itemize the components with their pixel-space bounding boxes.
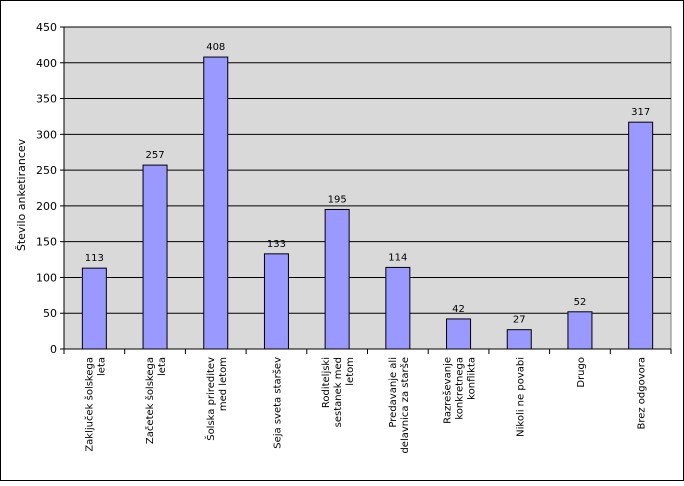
data-label: 257: [146, 150, 165, 161]
x-tick-label: Brez odgovora: [637, 357, 648, 430]
bar: [263, 253, 289, 350]
y-tick-label: 400: [36, 57, 57, 70]
y-tick-label: 350: [36, 93, 57, 106]
y-tick-label: 200: [36, 200, 57, 213]
y-tick-label: 250: [36, 164, 57, 177]
data-label: 317: [631, 107, 650, 118]
y-axis-label: Število anketirancev: [15, 138, 28, 251]
bar: [142, 164, 168, 350]
x-tick-label: Nikoli ne povabi: [515, 357, 526, 437]
data-label: 52: [574, 297, 587, 308]
x-tick-label: Roditeljskisestanek medletom: [321, 357, 356, 427]
y-tick-label: 450: [36, 21, 57, 34]
data-label: 27: [513, 315, 526, 326]
x-tick-label: Predavanje alidelavnica za starše: [388, 357, 411, 454]
y-tick-label: 100: [36, 271, 57, 284]
bar: [567, 311, 593, 350]
data-label: 113: [85, 253, 104, 264]
bar: [506, 329, 532, 350]
y-tick-label: 0: [50, 343, 57, 356]
data-label: 133: [267, 239, 286, 250]
data-label: 408: [206, 42, 225, 53]
y-tick-label: 150: [36, 236, 57, 249]
x-tick-label: Seja sveta staršev: [271, 357, 283, 449]
bar: [203, 56, 229, 350]
bar: [81, 267, 107, 350]
data-label: 42: [452, 304, 465, 315]
x-tick-label: Drugo: [576, 357, 587, 388]
data-label: 114: [388, 252, 407, 263]
x-tick-label: Razreševanjekonkretnegakonflikta: [442, 357, 478, 424]
y-tick-label: 300: [36, 128, 57, 141]
data-label: 195: [328, 194, 347, 205]
x-tick-label: Šolska prireditevmed letom: [204, 357, 229, 441]
bar: [324, 208, 350, 350]
bar: [446, 318, 472, 350]
y-tick-label: 50: [43, 307, 57, 320]
bar: [628, 121, 654, 350]
x-tick-label: Zaključek šolskegaleta: [83, 357, 107, 452]
x-tick-label: Začetek šolskegaleta: [144, 357, 168, 444]
bar: [385, 266, 411, 350]
